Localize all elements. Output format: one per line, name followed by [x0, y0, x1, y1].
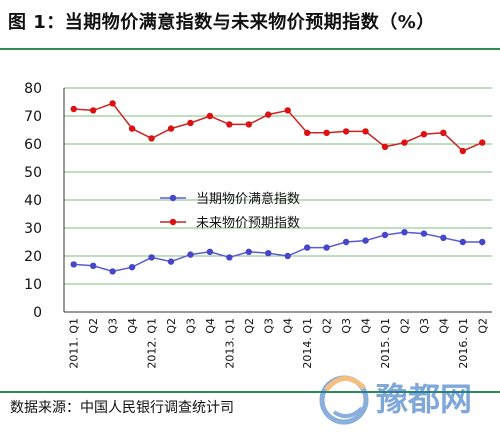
x-tick-label: Q2 — [476, 318, 489, 334]
x-tick-label: 2011. Q1 — [68, 318, 81, 369]
y-tick-label: 0 — [33, 305, 42, 321]
data-point — [362, 128, 369, 135]
y-tick-label: 50 — [24, 165, 42, 181]
data-point — [479, 139, 486, 146]
legend-marker — [169, 194, 177, 202]
x-tick-label: Q4 — [437, 318, 450, 334]
y-tick-label: 30 — [24, 221, 42, 237]
x-axis-ticks: 2011. Q1 Q2 Q3 Q4 2012. Q1 Q2 Q3 Q4 2013. Q1 Q2 Q3… — [68, 318, 490, 369]
data-point — [148, 135, 155, 142]
x-tick-label: 2012. Q1 — [146, 318, 159, 369]
x-tick-label: Q4 — [126, 318, 139, 334]
data-point — [459, 238, 467, 246]
x-tick-label: 2015. Q1 — [379, 318, 392, 369]
data-point — [70, 261, 77, 268]
data-point — [187, 251, 194, 258]
series-group — [70, 100, 486, 275]
y-tick-label: 10 — [24, 277, 42, 293]
x-tick-label: Q3 — [418, 318, 431, 334]
data-point — [479, 238, 486, 246]
y-tick-label: 20 — [24, 249, 42, 265]
series-line — [73, 102, 483, 152]
title-divider — [0, 48, 500, 50]
data-point — [284, 252, 291, 260]
chart-title: 图 1：当期物价满意指数与未来物价预期指数（%） — [8, 12, 435, 33]
data-point — [206, 112, 214, 120]
watermark-text: 豫都网 — [376, 380, 472, 418]
data-source: 数据来源：中国人民银行调查统计司 — [10, 400, 234, 416]
data-point — [440, 234, 447, 241]
line-chart: 0 10 20 30 40 50 60 70 80 2011. Q1 Q2 Q3 Q4 2012. Q1… — [24, 81, 492, 369]
gridlines — [63, 87, 492, 313]
x-tick-label: Q2 — [321, 318, 334, 334]
data-point — [89, 262, 97, 269]
legend-marker — [169, 218, 177, 226]
site-logo-watermark: 豫都网 — [319, 375, 472, 425]
y-tick-label: 40 — [24, 193, 42, 209]
data-point — [303, 244, 311, 251]
x-tick-label: Q2 — [87, 318, 100, 334]
data-point — [148, 254, 155, 261]
data-point — [265, 250, 272, 257]
data-point — [89, 107, 97, 114]
x-tick-label: Q3 — [340, 318, 353, 334]
x-tick-label: Q2 — [398, 318, 411, 334]
data-point — [342, 128, 350, 135]
data-point — [109, 100, 116, 107]
x-tick-label: Q2 — [165, 318, 178, 334]
x-tick-label: Q4 — [282, 318, 295, 334]
data-point — [303, 129, 311, 136]
x-tick-label: Q3 — [107, 318, 120, 334]
data-point — [167, 258, 175, 265]
y-tick-label: 80 — [24, 81, 42, 97]
data-point — [206, 248, 214, 255]
data-point — [226, 254, 233, 261]
data-point — [245, 121, 253, 128]
x-tick-label: Q3 — [184, 318, 197, 334]
data-point — [265, 111, 272, 118]
data-point — [187, 119, 194, 127]
data-point — [440, 129, 447, 136]
data-point — [109, 268, 116, 275]
data-point — [362, 237, 369, 244]
x-tick-label: Q4 — [360, 318, 373, 334]
data-point — [128, 125, 136, 132]
data-point — [167, 125, 175, 132]
data-point — [381, 143, 389, 150]
data-point — [323, 129, 330, 136]
data-point — [381, 231, 389, 239]
data-point — [342, 238, 350, 246]
x-tick-label: 2016. Q1 — [457, 318, 470, 369]
y-tick-label: 60 — [24, 137, 42, 153]
data-point — [70, 105, 77, 113]
x-tick-label: Q4 — [204, 318, 217, 334]
data-point — [459, 147, 467, 155]
data-point — [401, 229, 408, 236]
data-point — [420, 230, 428, 237]
x-tick-label: 2013. Q1 — [223, 318, 236, 369]
data-point — [284, 107, 291, 114]
data-point — [401, 139, 408, 146]
legend-label: 未来物价预期指数 — [196, 216, 300, 231]
data-point — [323, 244, 330, 251]
legend-label: 当期物价满意指数 — [196, 191, 300, 207]
footer-divider — [0, 391, 500, 393]
data-point — [226, 121, 233, 128]
data-point — [245, 248, 253, 255]
data-point — [420, 131, 428, 138]
y-tick-label: 70 — [24, 109, 42, 125]
x-tick-label: Q3 — [262, 318, 275, 334]
y-axis-ticks: 0 10 20 30 40 50 60 70 80 — [24, 81, 42, 321]
x-tick-label: 2014. Q1 — [301, 318, 314, 369]
series-line — [73, 231, 483, 273]
data-point — [128, 264, 136, 271]
x-tick-label: Q2 — [243, 318, 256, 334]
